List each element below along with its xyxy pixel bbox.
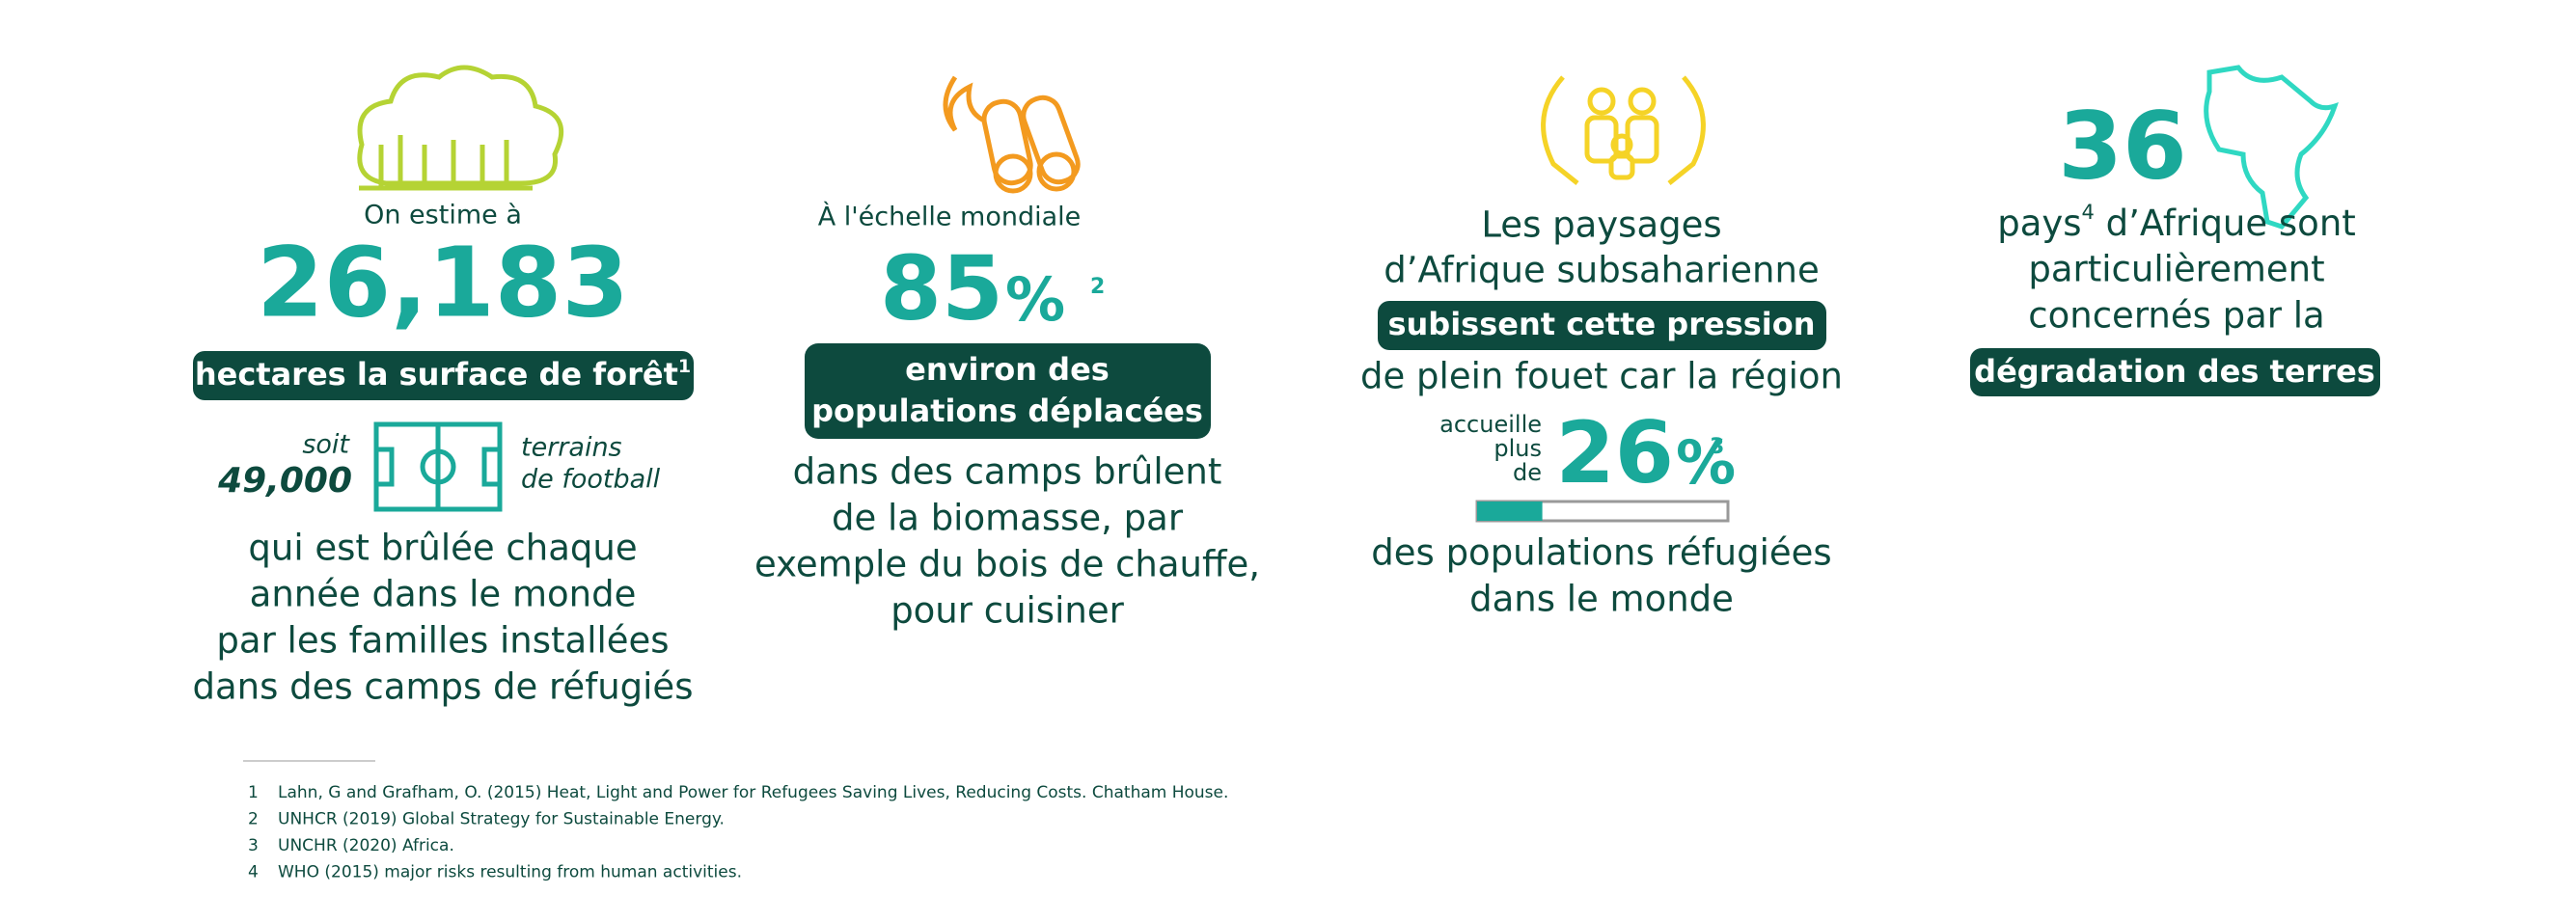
highlight: hectares la surface de forêt1 [195, 356, 691, 393]
highlight-pill [193, 351, 694, 400]
text: dans le monde [1469, 579, 1734, 620]
footnote-number: 1 [248, 783, 259, 802]
text: année dans le monde [250, 574, 637, 615]
note-ref: 2 [1090, 275, 1105, 299]
text: par les familles installées [216, 620, 669, 662]
footnote: UNHCR (2019) Global Strategy for Sustain… [278, 810, 725, 829]
figure: 85 [880, 236, 1003, 339]
highlight: dégradation des terres [1974, 353, 2375, 390]
footnote: UNCHR (2020) Africa. [278, 836, 454, 855]
text: d’Afrique subsaharienne [1384, 250, 1819, 291]
highlight-pill [805, 343, 1211, 439]
intro: On estime à [364, 201, 522, 230]
share-prefix: plus [1494, 435, 1542, 462]
text: qui est brûlée chaque [248, 528, 637, 569]
highlight: subissent cette pression [1387, 306, 1815, 342]
text: des populations réfugiées [1371, 532, 1831, 574]
equiv-prefix: soit [302, 430, 350, 460]
text: Les paysages [1481, 204, 1721, 246]
footnote: WHO (2015) major risks resulting from hu… [278, 863, 742, 882]
firewood-icon [943, 75, 1081, 194]
highlight: populations déplacées [811, 393, 1203, 429]
family-icon [1541, 75, 1706, 185]
share-unit: % [1676, 427, 1736, 498]
share-bar [1477, 502, 1543, 521]
highlight-pill [1378, 301, 1826, 350]
text-part: pays [1997, 203, 2081, 244]
unit: % [1005, 264, 1065, 335]
footnote: Lahn, G and Grafham, O. (2015) Heat, Lig… [278, 783, 1228, 802]
text-part: d’Afrique sont [2095, 203, 2356, 244]
footnote-number: 4 [248, 863, 259, 882]
field-icon [373, 421, 503, 512]
note-ref: 3 [1710, 435, 1724, 459]
text: dans des camps de réfugiés [193, 666, 694, 708]
highlight: environ des [905, 351, 1110, 388]
forest-icon [357, 65, 564, 191]
footnote-number: 2 [248, 810, 259, 829]
text: concernés par la [2028, 295, 2324, 337]
text: de plein fouet car la région [1360, 356, 1843, 397]
highlight-text: hectares la surface de forêt [195, 356, 678, 393]
africa-icon [2204, 65, 2339, 230]
share-prefix: accueille [1439, 411, 1542, 438]
equiv-unit: terrains [521, 433, 622, 463]
text: pays4 d’Afrique sont [1997, 201, 2356, 244]
equiv-unit: de football [521, 465, 661, 495]
text: pour cuisiner [891, 590, 1124, 632]
figure: 26,183 [257, 226, 629, 339]
share-value: 26 [1556, 403, 1674, 502]
footnote-number: 3 [248, 836, 259, 855]
text: particulièrement [2028, 249, 2324, 290]
note-ref: 4 [2082, 201, 2095, 224]
share-prefix: de [1513, 459, 1542, 486]
note-ref: 1 [678, 356, 691, 377]
figure: 36 [2058, 92, 2187, 200]
text: de la biomasse, par [832, 498, 1184, 539]
intro: À l'échelle mondiale [818, 202, 1082, 232]
text: exemple du bois de chauffe, [754, 544, 1260, 585]
text: dans des camps brûlent [793, 451, 1222, 493]
equiv-value: 49,000 [217, 461, 352, 501]
highlight-pill [1970, 348, 2380, 396]
